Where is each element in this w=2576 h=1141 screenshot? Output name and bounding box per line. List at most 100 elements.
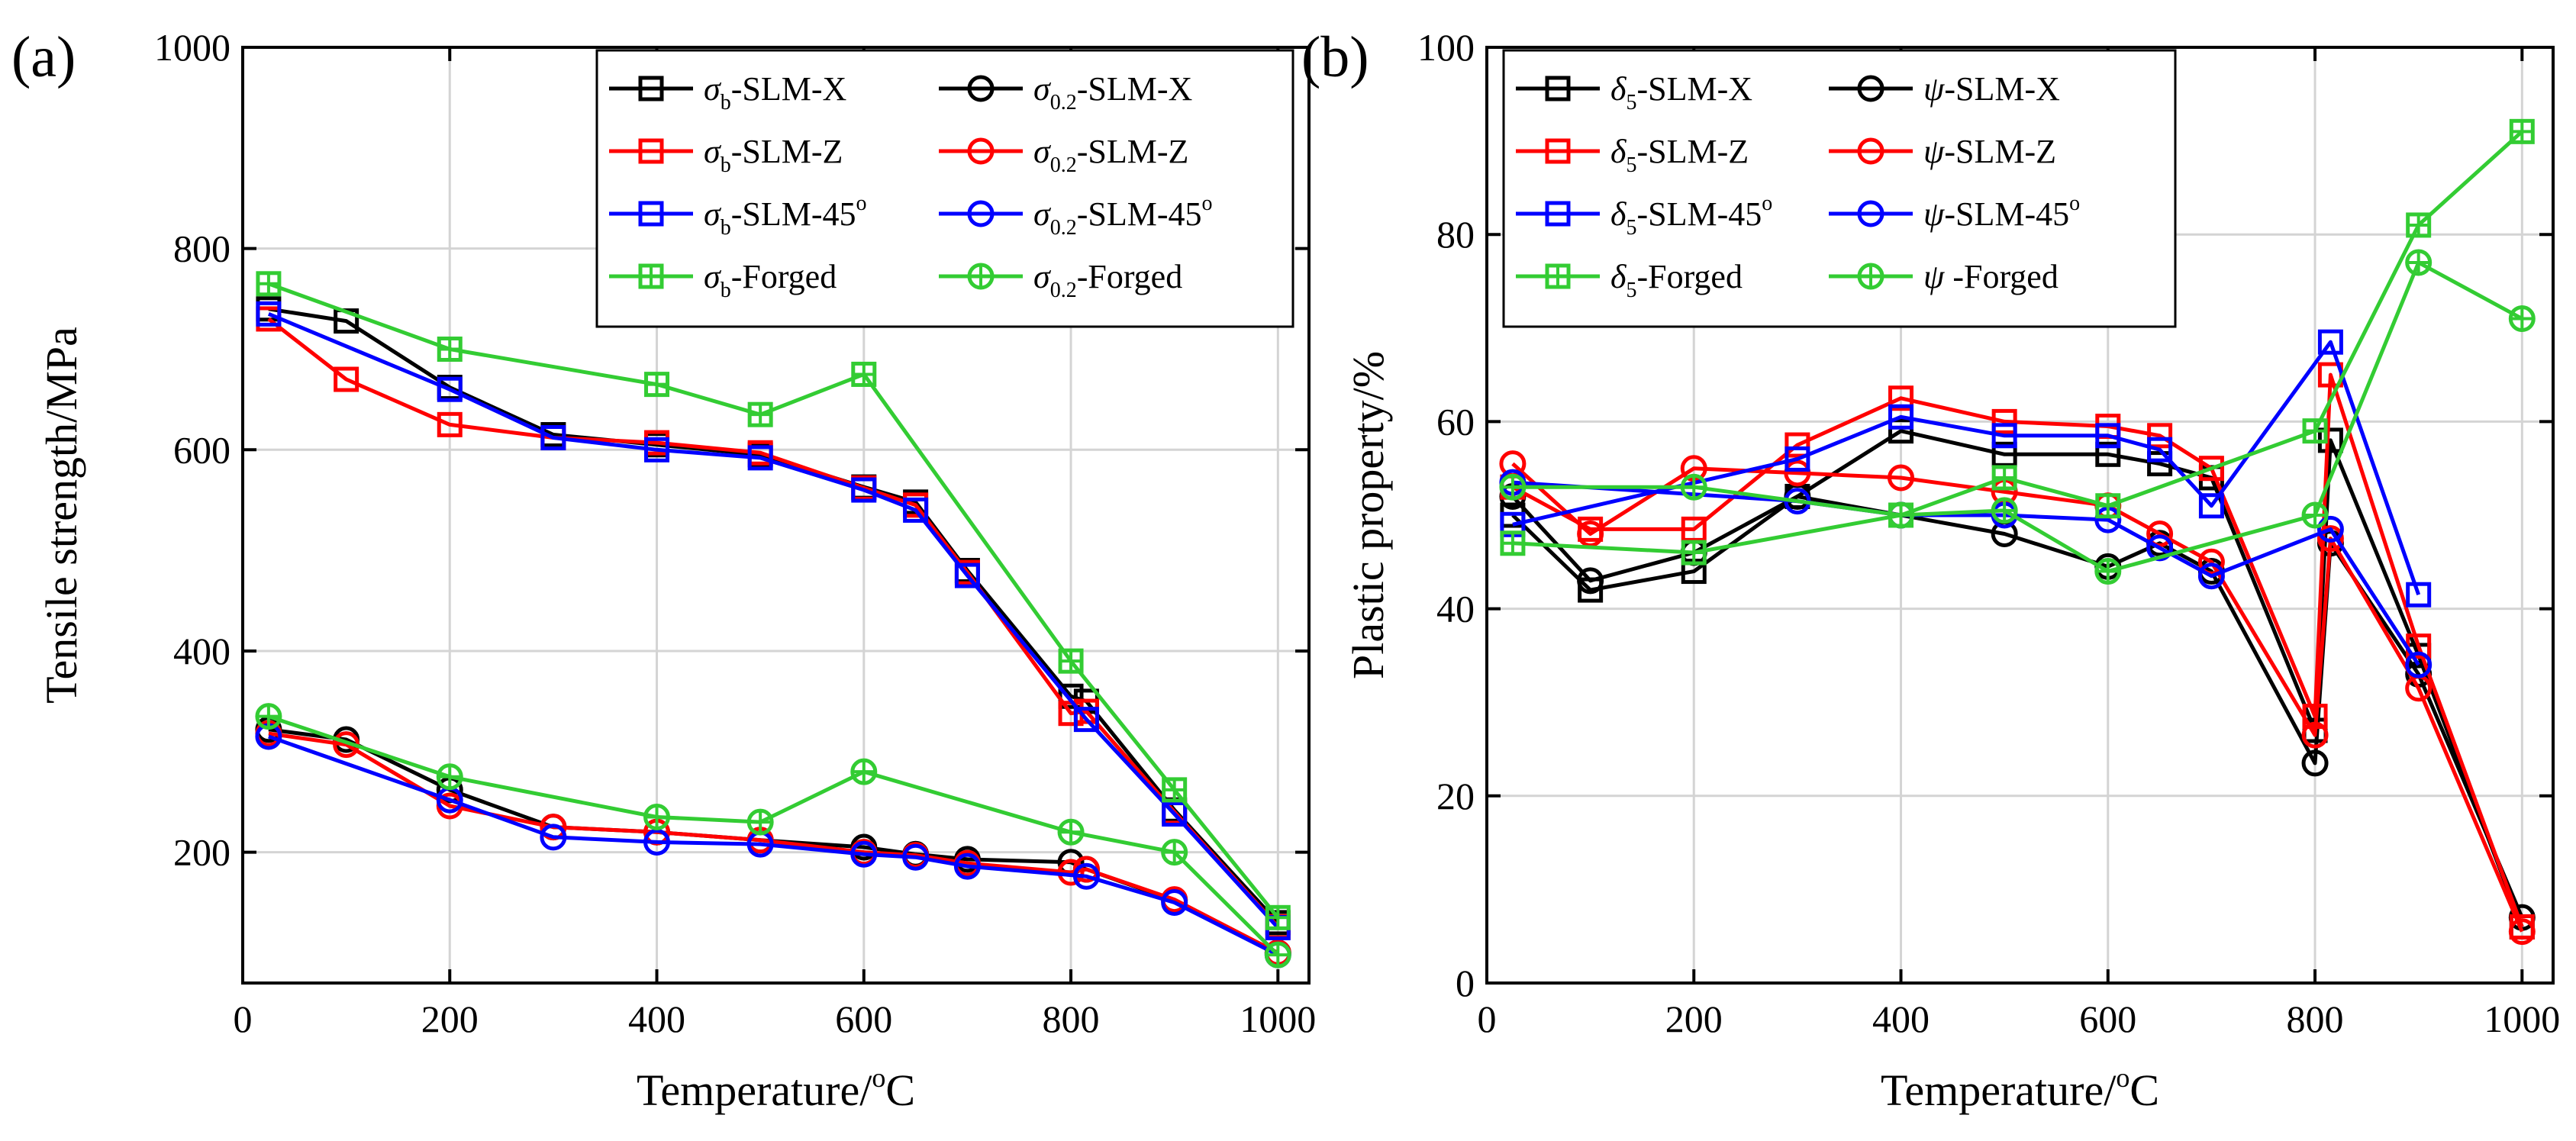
legend: δ5-SLM-X ψ-SLM-X δ5-SLM-Z ψ-SLM-Z δ5-SLM-45o… xyxy=(1502,49,2177,328)
x-tick-label: 600 xyxy=(2079,998,2136,1040)
legend-marker xyxy=(638,201,664,227)
data-point xyxy=(1073,707,1099,733)
data-point xyxy=(540,424,566,450)
legend-label: σ0.2-SLM-X xyxy=(1033,70,1192,114)
data-point xyxy=(1785,432,1810,458)
legend-entry: ψ -Forged xyxy=(1829,258,2059,295)
series-σ0.2-Forged xyxy=(255,703,1291,969)
x-tick-label: 800 xyxy=(1043,998,1100,1040)
series-σ0.2-SLM-45o xyxy=(255,723,1291,969)
y-tick-label: 800 xyxy=(173,227,231,270)
legend-label: ψ-SLM-45o xyxy=(1923,192,2080,233)
y-axis-label: Tensile strength/MPa xyxy=(37,327,86,704)
data-point xyxy=(2198,456,2224,482)
legend-box xyxy=(1502,49,2177,328)
series-line xyxy=(268,731,1279,955)
legend-entry: δ5-SLM-X xyxy=(1516,70,1752,114)
series-σb-SLM-45o xyxy=(256,301,1291,940)
series-line xyxy=(1511,429,2524,928)
data-point xyxy=(747,445,773,471)
data-point xyxy=(437,411,463,437)
chart-panel-b: 0 200 400 600 800 1000 0 20 40 60 80 100 (b) Temperat… xyxy=(1301,25,2560,1115)
series-line xyxy=(1512,260,2523,574)
legend-marker xyxy=(967,200,995,227)
legend-entry: σ0.2-SLM-X xyxy=(939,70,1192,114)
data-point xyxy=(334,366,359,392)
x-tick-label: 800 xyxy=(2287,998,2344,1040)
data-point xyxy=(2508,918,2536,946)
legend: σb-SLM-X σ0.2-SLM-X σb-SLM-Z σ0.2-SLM-Z σb-S… xyxy=(595,49,1294,328)
data-point xyxy=(2301,721,2329,749)
legend-entry: σb-SLM-45o xyxy=(609,192,866,240)
y-tick-label: 1000 xyxy=(154,26,231,69)
series-ψ-Forged xyxy=(1499,249,2536,585)
data-point xyxy=(2147,437,2173,463)
legend-marker xyxy=(967,137,995,165)
y-tick-label: 100 xyxy=(1417,26,1475,69)
series-line xyxy=(1512,340,2421,596)
data-point xyxy=(2316,515,2344,543)
data-point xyxy=(2198,493,2224,519)
y-tick-label: 400 xyxy=(173,630,231,672)
y-tick-label: 60 xyxy=(1436,400,1475,443)
x-tick-label: 400 xyxy=(1872,998,1930,1040)
legend-entry: ψ-SLM-Z xyxy=(1829,133,2056,170)
data-point xyxy=(851,477,877,503)
data-point xyxy=(1991,441,2017,467)
legend-label: δ5-SLM-Z xyxy=(1610,133,1749,177)
data-point xyxy=(2405,651,2433,678)
series-line xyxy=(268,307,1280,924)
chart-panel-a: 0 200 400 600 800 1000 200 400 600 800 1000 (a) Temp… xyxy=(11,25,1316,1115)
legend-label: σb-SLM-45o xyxy=(704,192,866,240)
data-point xyxy=(1577,521,1604,548)
legend-marker xyxy=(1545,138,1571,164)
series-line xyxy=(268,282,1280,919)
legend-entry: δ5-SLM-45o xyxy=(1516,192,1772,240)
data-point xyxy=(437,376,463,402)
legend-label: δ5-SLM-X xyxy=(1610,70,1752,114)
legend-entry: σ0.2-Forged xyxy=(939,258,1182,302)
legend-marker xyxy=(1857,75,1884,102)
legend-marker xyxy=(638,138,664,164)
data-point xyxy=(2147,423,2173,449)
series-line xyxy=(1512,130,2523,555)
data-point xyxy=(903,497,929,523)
data-point xyxy=(2316,525,2344,553)
data-point xyxy=(540,824,567,851)
data-point xyxy=(1785,446,1810,472)
legend-marker xyxy=(967,75,995,102)
data-point xyxy=(1072,862,1100,890)
y-tick-label: 40 xyxy=(1436,588,1475,630)
legend-label: σ0.2-SLM-45o xyxy=(1033,192,1212,240)
data-point xyxy=(1888,404,1914,430)
data-point xyxy=(256,301,282,327)
data-point xyxy=(2095,441,2121,467)
data-point xyxy=(2146,534,2174,562)
series-δ5-SLM-45o xyxy=(1500,329,2432,608)
legend-entry: δ5-Forged xyxy=(1516,258,1743,302)
legend-label: δ5-Forged xyxy=(1610,258,1743,302)
x-tick-label: 0 xyxy=(1478,998,1497,1040)
x-tick-label: 600 xyxy=(835,998,892,1040)
y-tick-label: 80 xyxy=(1436,213,1475,256)
legend-marker xyxy=(1545,76,1571,102)
panel-label: (a) xyxy=(11,25,76,89)
legend-entry: σ0.2-SLM-Z xyxy=(939,133,1188,177)
legend-entry: σb-Forged xyxy=(609,258,837,302)
legend-entry: δ5-SLM-Z xyxy=(1516,133,1749,177)
legend-entry: ψ-SLM-45o xyxy=(1829,192,2080,233)
data-point xyxy=(1681,516,1707,542)
data-point xyxy=(2317,329,2343,355)
legend-marker xyxy=(1857,200,1884,227)
plot-frame xyxy=(1485,46,2555,985)
data-point xyxy=(1784,459,1811,487)
x-tick-label: 1000 xyxy=(1240,998,1316,1040)
legend-entry: σ0.2-SLM-45o xyxy=(939,192,1212,240)
series-line xyxy=(267,311,1280,930)
legend-label: ψ-SLM-Z xyxy=(1923,133,2056,170)
series-δ5-SLM-X xyxy=(1500,418,2535,940)
data-point xyxy=(2406,582,2432,608)
legend-box xyxy=(595,49,1294,328)
legend-label: σb-SLM-X xyxy=(704,70,846,114)
